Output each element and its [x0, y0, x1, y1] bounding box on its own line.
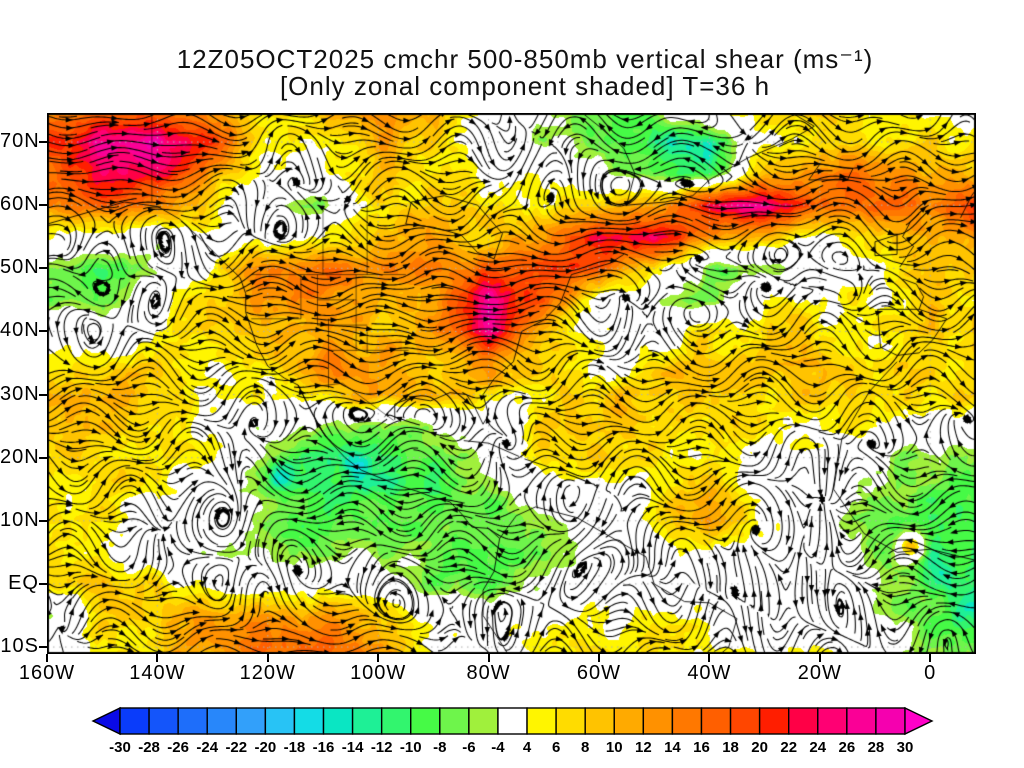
colorbar-cell [380, 707, 412, 735]
colorbar-cell [555, 707, 586, 735]
x-axis-tick-label: 80W [466, 662, 511, 684]
chart-title: 12Z05OCT2025 cmchr 500-850mb vertical sh… [176, 44, 874, 74]
y-axis-tick-label: 70N [0, 130, 40, 153]
colorbar-tick-label: 30 [897, 739, 914, 756]
y-axis-tick-label: EQ [8, 571, 39, 594]
y-axis-tick [39, 393, 47, 396]
y-axis-tick [39, 519, 47, 522]
y-axis-tick [39, 204, 47, 207]
colorbar-cell [875, 707, 906, 735]
colorbar-cell [671, 707, 703, 735]
colorbar-cell [468, 707, 499, 735]
x-axis-tick [46, 654, 48, 662]
colorbar-right-arrow [904, 706, 934, 736]
colorbar-cell [410, 707, 441, 735]
colorbar-tick-label: -12 [371, 739, 393, 756]
colorbar-tick-label: 26 [839, 739, 856, 756]
colorbar-cell [788, 707, 819, 735]
chart-subtitle: [Only zonal component shaded] T=36 h [279, 71, 771, 101]
colorbar-tick-label: 24 [809, 739, 826, 756]
x-axis-tick [487, 654, 490, 662]
colorbar-tick-label: -30 [109, 739, 131, 756]
y-axis-tick-label: 60N [0, 193, 40, 216]
colorbar: -30 -28 -26 -24 -22 -20 -18 -16 -14 -12 -10 -8 -6 -4 4… [91, 706, 934, 756]
colorbar-cell [584, 707, 615, 735]
colorbar-tick-label: -20 [255, 739, 277, 756]
colorbar-cell [817, 707, 848, 735]
x-axis-tick [156, 654, 159, 662]
x-axis-tick-label: 40W [687, 662, 732, 684]
colorbar-tick-label: 4 [523, 739, 532, 756]
colorbar-tick-label: 8 [581, 739, 589, 756]
y-axis-tick-label: 20N [0, 445, 40, 468]
x-axis-tick-label: 160W [18, 662, 76, 684]
colorbar-cell [439, 707, 470, 735]
colorbar-cell [758, 707, 790, 735]
colorbar-left-arrow [91, 706, 121, 736]
colorbar-tick-label: 20 [751, 739, 768, 756]
y-axis-tick [39, 646, 47, 649]
y-axis-tick [39, 582, 47, 585]
colorbar-tick-label: -26 [167, 739, 189, 756]
colorbar-cell [177, 707, 208, 735]
colorbar-cell [206, 707, 237, 735]
colorbar-tick-label: -24 [196, 739, 218, 756]
x-axis-tick-label: 100W [350, 662, 407, 684]
shear-streamline-canvas [47, 113, 976, 654]
colorbar-cell [235, 707, 267, 735]
colorbar-cell [148, 707, 179, 735]
x-axis-tick [266, 654, 269, 662]
colorbar-cell [613, 707, 645, 735]
colorbar-cell [846, 707, 877, 735]
colorbar-tick-label: -10 [400, 739, 422, 756]
x-axis-tick [708, 654, 711, 662]
colorbar-tick-label: -14 [342, 739, 364, 756]
colorbar-tick-label: 12 [635, 739, 652, 756]
colorbar-tick-label: 6 [552, 739, 560, 756]
colorbar-cell [700, 707, 732, 735]
colorbar-tick-label: -16 [313, 739, 335, 756]
x-axis-tick-label: 120W [239, 662, 296, 684]
colorbar-cell [526, 707, 557, 735]
colorbar-cell [729, 707, 761, 735]
colorbar-tick-label: -18 [284, 739, 306, 756]
colorbar-cell [642, 707, 674, 735]
x-axis-tick [597, 654, 600, 662]
colorbar-tick-label: 22 [780, 739, 797, 756]
colorbar-tick-label: 18 [722, 739, 739, 756]
colorbar-cell [351, 707, 383, 735]
y-axis-tick [39, 141, 47, 144]
y-axis-tick [39, 330, 47, 333]
x-axis-tick [929, 654, 932, 662]
x-axis-tick [377, 654, 380, 662]
y-axis-tick [39, 267, 47, 270]
colorbar-cell [293, 707, 325, 735]
colorbar-tick-label: 16 [693, 739, 710, 756]
colorbar-tick-label: 14 [664, 739, 681, 756]
colorbar-cell [322, 707, 354, 735]
colorbar-tick-label: 28 [868, 739, 885, 756]
y-axis-tick-label: 40N [0, 319, 40, 342]
y-axis-tick-label: 10N [0, 508, 40, 531]
x-axis-tick-label: 0 [924, 662, 937, 684]
x-axis-tick-label: 140W [129, 662, 186, 684]
x-axis-tick-label: 60W [576, 662, 622, 684]
map-plot-area [47, 113, 976, 654]
colorbar-tick-label: -8 [433, 739, 446, 756]
x-axis-tick-label: 20W [797, 662, 842, 684]
y-axis-tick [39, 456, 47, 459]
colorbar-cell [264, 707, 296, 735]
colorbar-tick-label: 10 [606, 739, 623, 756]
colorbar-tick-label: -4 [491, 739, 505, 756]
colorbar-tick-label: -6 [462, 739, 475, 756]
y-axis-tick-label: 10S [0, 635, 39, 658]
colorbar-cell [497, 707, 528, 735]
y-axis-tick-label: 30N [0, 382, 40, 405]
y-axis-tick-label: 50N [0, 256, 40, 279]
colorbar-cell [119, 707, 150, 735]
colorbar-tick-label: -28 [138, 739, 160, 756]
x-axis-tick [818, 654, 821, 662]
colorbar-tick-label: -22 [225, 739, 247, 756]
